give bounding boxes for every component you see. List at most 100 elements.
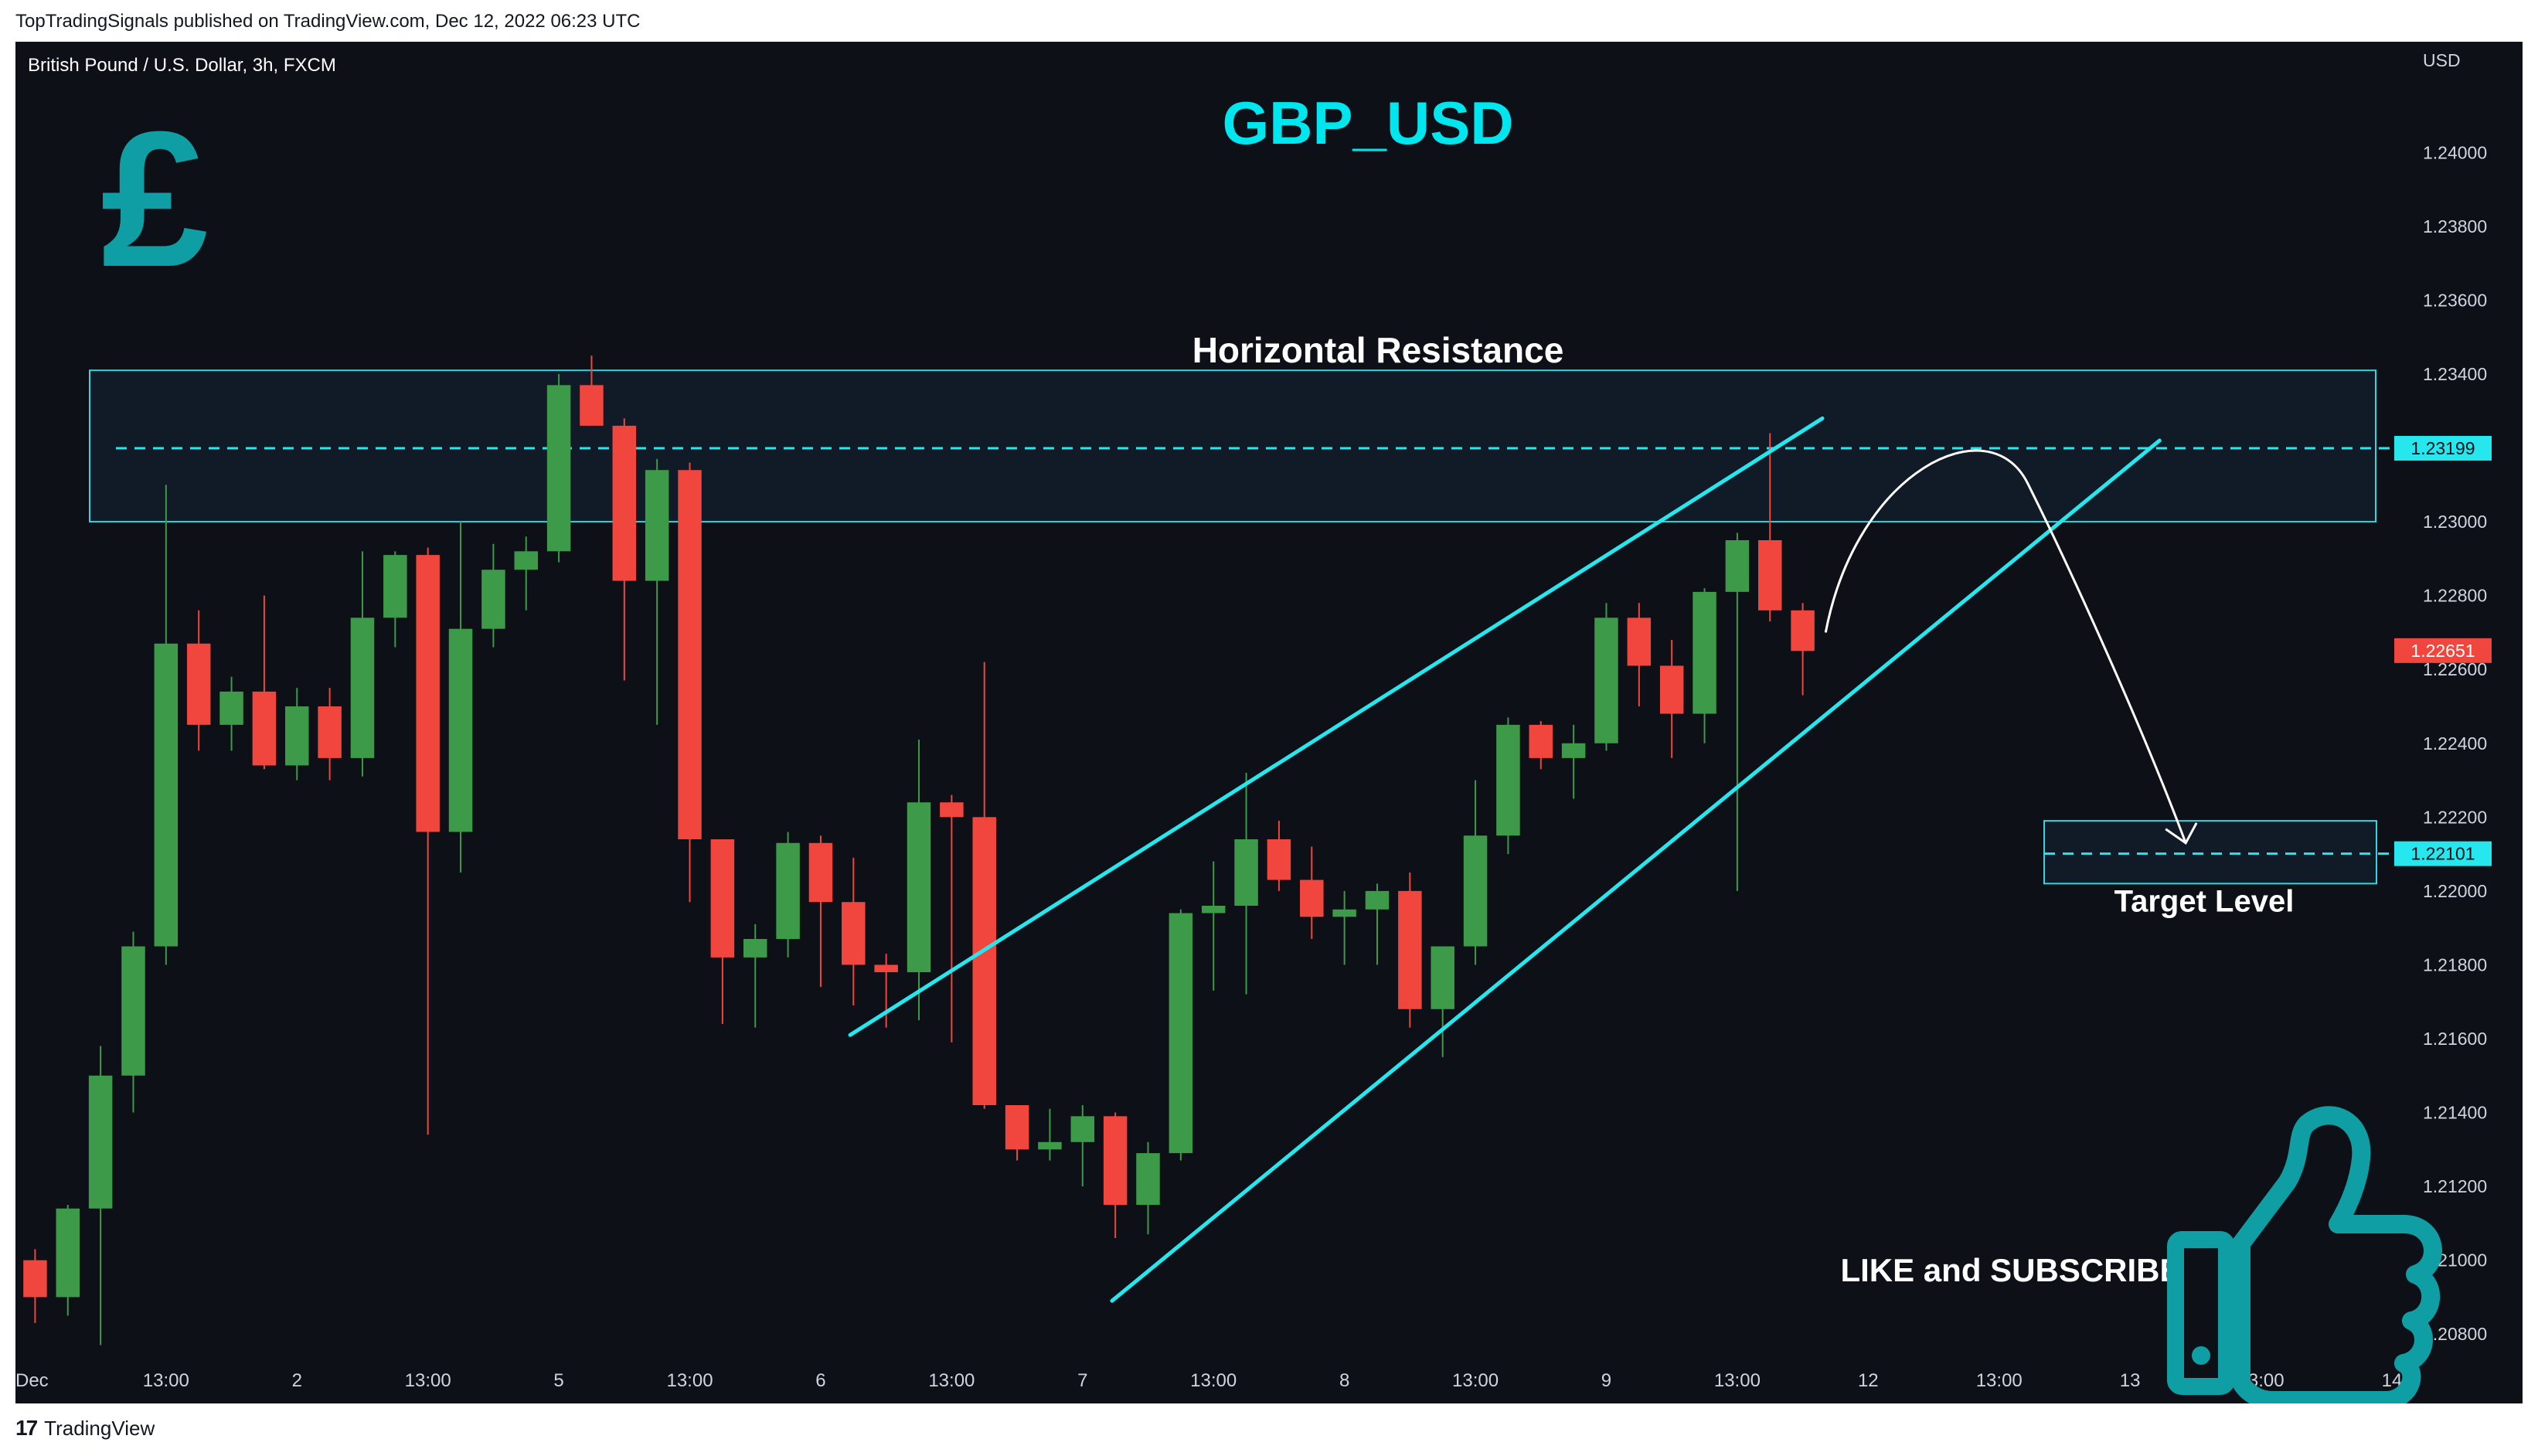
y-tick-label: 1.22800 xyxy=(2423,586,2487,606)
candle-body xyxy=(1398,890,1422,1009)
axis-currency-label: USD xyxy=(2423,50,2461,70)
target-price-tag: 1.22101 xyxy=(2410,844,2475,864)
candle-body xyxy=(1103,1116,1128,1205)
x-tick-label: 13:00 xyxy=(405,1370,451,1391)
candle-body xyxy=(23,1260,47,1298)
candle-body xyxy=(448,628,473,832)
candle-body xyxy=(1431,946,1454,1009)
candle-body xyxy=(1332,909,1356,917)
x-tick-label: 13:00 xyxy=(928,1370,975,1391)
candle-body xyxy=(907,802,931,972)
candle-body xyxy=(612,425,637,581)
x-tick-label: 13:00 xyxy=(1714,1370,1761,1391)
candle-body xyxy=(940,802,964,818)
candle-body xyxy=(88,1075,113,1209)
x-tick-label: 13:00 xyxy=(1190,1370,1237,1391)
thumbs-up-icon xyxy=(2167,1106,2442,1403)
x-tick-label: 13:00 xyxy=(1976,1370,2023,1391)
candle-body xyxy=(1267,839,1291,880)
candle-body xyxy=(481,570,505,629)
target-price-tag-bg xyxy=(2394,841,2492,866)
x-tick-label: 2 xyxy=(292,1370,302,1391)
candle-body xyxy=(1201,906,1226,913)
candle-body xyxy=(1038,1141,1062,1150)
channel-lower-line xyxy=(1110,438,2162,1303)
candle-body xyxy=(1300,879,1324,917)
candle-body xyxy=(350,617,375,758)
candle-body xyxy=(1463,835,1488,947)
last-price-tag-bg xyxy=(2394,638,2492,663)
candle-body xyxy=(1594,617,1618,743)
y-tick-label: 1.21400 xyxy=(2423,1103,2487,1123)
y-tick-label: 1.23400 xyxy=(2423,364,2487,384)
chart-title: GBP_USD xyxy=(1222,89,1513,157)
tradingview-brand-name: TradingView xyxy=(44,1416,155,1440)
candle-body xyxy=(808,842,833,903)
candle-body xyxy=(1136,1153,1160,1205)
price-chart[interactable]: 1.208001.210001.212001.214001.216001.218… xyxy=(15,42,2523,1403)
publisher-line: TopTradingSignals published on TradingVi… xyxy=(15,11,641,32)
thumb-cuff-dot xyxy=(2192,1346,2210,1365)
y-tick-label: 1.21800 xyxy=(2423,954,2487,975)
resistance-zone-label: Horizontal Resistance xyxy=(1192,330,1564,370)
target-zone-label: Target Level xyxy=(2114,884,2295,918)
projection-arrow-head xyxy=(2165,822,2198,845)
x-tick-label: 8 xyxy=(1339,1370,1349,1391)
channel-upper-line xyxy=(848,416,1825,1037)
candle-body xyxy=(1693,591,1716,714)
last-price-tag: 1.22651 xyxy=(2410,641,2475,661)
cta-label: LIKE and SUBSCRIBE xyxy=(1840,1252,2181,1288)
thumb-hand xyxy=(2232,1106,2442,1403)
candle-body xyxy=(56,1208,80,1298)
y-tick-label: 1.23600 xyxy=(2423,290,2487,310)
candle-body xyxy=(972,817,996,1105)
projection-arrow xyxy=(1824,449,2187,844)
resistance-price-tag: 1.23199 xyxy=(2410,438,2475,458)
target-zone xyxy=(2043,820,2377,885)
y-tick-label: 1.22000 xyxy=(2423,881,2487,901)
x-tick-label: 6 xyxy=(815,1370,825,1391)
resistance-zone xyxy=(89,369,2376,523)
candle-body xyxy=(776,842,800,939)
candle-body xyxy=(416,555,440,832)
pound-icon: £ xyxy=(100,91,208,307)
candle-body xyxy=(580,385,604,426)
y-tick-label: 1.24000 xyxy=(2423,142,2487,162)
x-tick-label: 13 xyxy=(2120,1370,2141,1391)
resistance-price-tag-bg xyxy=(2394,436,2492,461)
candle-body xyxy=(219,691,243,725)
candle-body xyxy=(1529,724,1553,758)
symbol-label: British Pound / U.S. Dollar, 3h, FXCM xyxy=(28,55,336,76)
x-tick-label: 7 xyxy=(1077,1370,1087,1391)
candle-body xyxy=(154,643,179,947)
x-tick-label: 13:00 xyxy=(143,1370,189,1391)
candle-body xyxy=(514,551,538,570)
candle-body xyxy=(1496,724,1520,836)
x-tick-label: 5 xyxy=(553,1370,563,1391)
y-tick-label: 1.20800 xyxy=(2423,1324,2487,1344)
y-tick-label: 1.22200 xyxy=(2423,807,2487,827)
candle-body xyxy=(1070,1116,1095,1142)
candle-body xyxy=(1169,913,1193,1154)
candle-body xyxy=(318,706,342,758)
candle-body xyxy=(645,470,669,581)
candle-body xyxy=(874,964,898,972)
candle-body xyxy=(1627,617,1652,666)
tradingview-brand[interactable]: 17 TradingView xyxy=(15,1416,155,1441)
candle-body xyxy=(1234,839,1258,906)
candle-body xyxy=(186,643,211,725)
candle-body xyxy=(383,555,407,618)
candle-body xyxy=(1725,540,1750,592)
candle-body xyxy=(121,946,145,1076)
candle-body xyxy=(1005,1105,1029,1150)
x-tick-label: Dec xyxy=(15,1370,49,1391)
candle-body xyxy=(678,470,702,839)
y-tick-label: 1.23000 xyxy=(2423,512,2487,532)
x-tick-label: 13:00 xyxy=(666,1370,713,1391)
chart-background xyxy=(15,42,2523,1403)
candle-body xyxy=(546,385,571,552)
candle-body xyxy=(1659,665,1684,714)
y-tick-label: 1.21200 xyxy=(2423,1176,2487,1196)
candle-body xyxy=(252,691,277,766)
candle-body xyxy=(285,706,309,766)
